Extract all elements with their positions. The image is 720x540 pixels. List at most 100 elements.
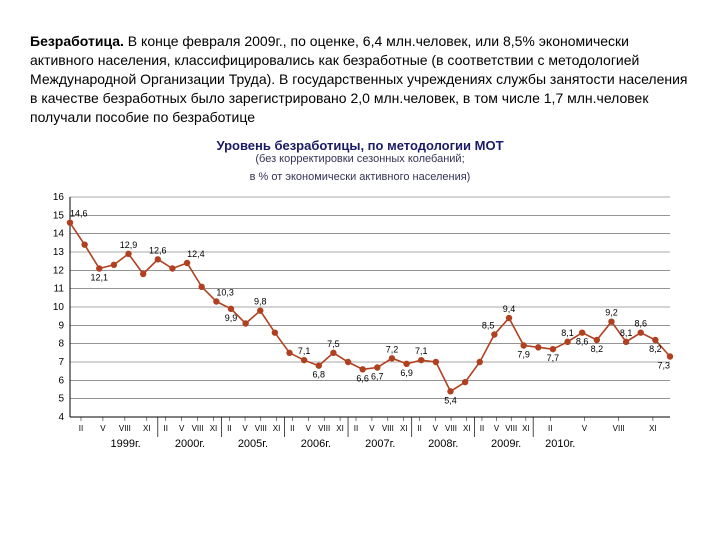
chart-container: 456789101112131415161999г.2000г.2005г.20…	[30, 189, 690, 479]
x-minor-label: II	[290, 424, 294, 433]
x-minor-label: XI	[336, 424, 344, 433]
data-point	[594, 337, 600, 343]
y-tick-label: 5	[58, 394, 64, 405]
data-point	[81, 241, 87, 247]
intro-paragraph: Безработица. В конце февраля 2009г., по …	[30, 32, 690, 126]
point-label: 6,6	[356, 373, 369, 383]
point-label: 7,3	[657, 360, 670, 370]
paragraph-rest: В конце февраля 2009г., по оценке, 6,4 м…	[30, 33, 688, 125]
x-year-label: 2005г.	[238, 438, 268, 450]
data-point	[111, 262, 117, 268]
data-point	[169, 265, 175, 271]
x-minor-label: XI	[210, 424, 218, 433]
data-point	[242, 320, 248, 326]
x-minor-label: VIII	[255, 424, 267, 433]
data-point	[301, 357, 307, 363]
point-label: 12,1	[91, 272, 109, 282]
point-label: 12,4	[187, 249, 205, 259]
point-label: 8,1	[620, 328, 633, 338]
data-point	[286, 350, 292, 356]
x-minor-label: V	[582, 424, 588, 433]
x-minor-label: V	[433, 424, 439, 433]
data-point	[433, 359, 439, 365]
point-label: 7,1	[415, 346, 428, 356]
x-minor-label: XI	[273, 424, 281, 433]
data-point	[389, 355, 395, 361]
data-point	[140, 271, 146, 277]
x-minor-label: II	[79, 424, 83, 433]
x-year-label: 2007г.	[365, 438, 395, 450]
data-point	[623, 339, 629, 345]
x-minor-label: VIII	[382, 424, 394, 433]
data-point	[462, 379, 468, 385]
data-point	[184, 260, 190, 266]
y-tick-label: 6	[58, 375, 64, 386]
data-point	[608, 318, 614, 324]
y-tick-label: 14	[53, 229, 65, 240]
data-point	[272, 329, 278, 335]
point-label: 12,9	[120, 240, 138, 250]
y-tick-label: 10	[53, 302, 65, 313]
data-point	[125, 251, 131, 257]
y-tick-label: 9	[58, 320, 64, 331]
data-point	[359, 366, 365, 372]
y-tick-label: 7	[58, 357, 64, 368]
data-point	[374, 364, 380, 370]
x-year-label: 1999г.	[111, 438, 141, 450]
point-label: 7,9	[517, 349, 530, 359]
point-label: 7,1	[298, 346, 311, 356]
point-label: 7,5	[327, 339, 340, 349]
data-point	[316, 362, 322, 368]
x-minor-label: V	[369, 424, 375, 433]
data-point	[155, 256, 161, 262]
x-year-label: 2010г.	[545, 438, 575, 450]
data-point	[345, 359, 351, 365]
point-label: 6,7	[371, 371, 384, 381]
x-minor-label: XI	[463, 424, 471, 433]
point-label: 6,8	[313, 370, 326, 380]
data-point	[330, 350, 336, 356]
x-minor-label: II	[227, 424, 231, 433]
data-point	[447, 388, 453, 394]
x-minor-label: V	[242, 424, 248, 433]
y-tick-label: 16	[53, 192, 65, 203]
point-label: 9,2	[605, 308, 618, 318]
point-label: 8,2	[591, 344, 604, 354]
x-minor-label: XI	[522, 424, 530, 433]
data-point	[477, 359, 483, 365]
x-minor-label: II	[548, 424, 552, 433]
y-tick-label: 15	[53, 210, 65, 221]
x-minor-label: VIII	[613, 424, 625, 433]
x-year-label: 2000г.	[175, 438, 205, 450]
point-label: 14,6	[70, 209, 88, 219]
x-minor-label: VIII	[318, 424, 330, 433]
chart-subtitle-2: в % от экономически активного населения)	[30, 171, 690, 185]
page: Безработица. В конце февраля 2009г., по …	[0, 0, 720, 489]
point-label: 7,2	[386, 344, 399, 354]
chart-subtitle-1: (без корректировки сезонных колебаний;	[30, 153, 690, 167]
x-year-label: 2009г.	[491, 438, 521, 450]
x-year-label: 2006г.	[301, 438, 331, 450]
x-minor-label: XI	[649, 424, 657, 433]
y-tick-label: 13	[53, 247, 65, 258]
x-minor-label: II	[417, 424, 421, 433]
data-point	[550, 346, 556, 352]
x-minor-label: VIII	[505, 424, 517, 433]
data-point	[535, 344, 541, 350]
y-tick-label: 11	[54, 284, 65, 295]
x-minor-label: II	[354, 424, 358, 433]
data-point	[199, 284, 205, 290]
data-point	[638, 329, 644, 335]
chart-title: Уровень безработицы, по методологии МОТ	[30, 138, 690, 153]
data-point	[403, 361, 409, 367]
x-minor-label: VIII	[445, 424, 457, 433]
point-label: 8,1	[561, 328, 574, 338]
x-minor-label: II	[164, 424, 168, 433]
y-tick-label: 8	[58, 339, 64, 350]
data-point	[96, 265, 102, 271]
y-tick-label: 4	[58, 412, 64, 423]
point-label: 9,9	[225, 313, 238, 323]
data-point	[667, 353, 673, 359]
point-label: 8,6	[634, 319, 647, 329]
lead-word: Безработица.	[30, 33, 124, 49]
